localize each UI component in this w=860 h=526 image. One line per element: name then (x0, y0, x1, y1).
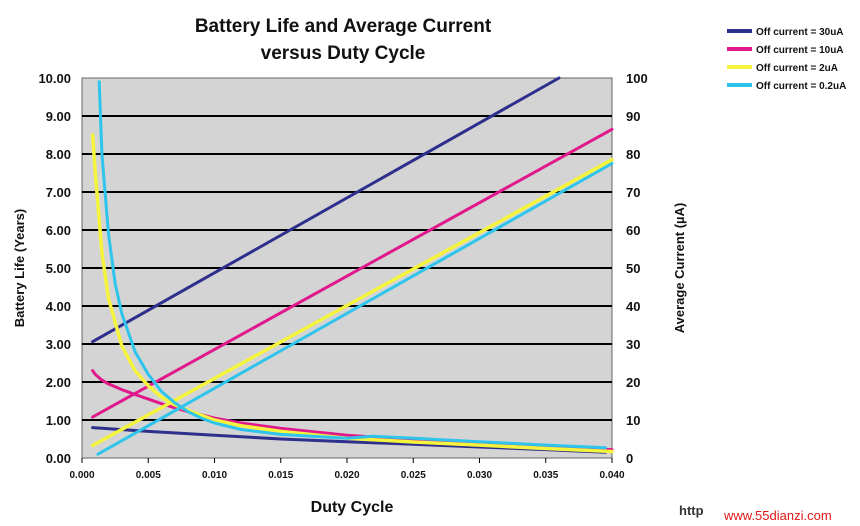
y-right-tick-label: 50 (626, 261, 640, 276)
legend: Off current = 30uA Off current = 10uA Off … (727, 27, 846, 92)
y-right-tick-label: 40 (626, 299, 640, 314)
series-3-current-line (96, 162, 614, 456)
x-tick-label: 0.000 (69, 470, 94, 481)
y-right-tick-label: 30 (626, 337, 640, 352)
chart-title-line-1: Battery Life and Average Current (195, 16, 492, 37)
x-tick-label: 0.030 (467, 470, 492, 481)
series-1-battery-life-line (91, 369, 614, 452)
x-tick-label: 0.020 (334, 470, 359, 481)
y-right-tick-label: 20 (626, 375, 640, 390)
x-tick-label: 0.035 (533, 470, 558, 481)
y-left-tick-label: 0.00 (46, 451, 71, 466)
y-right-tick-label: 70 (626, 185, 640, 200)
y-left-tick-label: 10.00 (38, 71, 71, 86)
x-tick-label: 0.005 (136, 470, 161, 481)
y-left-tick-label: 8.00 (46, 147, 71, 162)
legend-label-3: Off current = 0.2uA (756, 81, 846, 92)
y-right-tick-label: 10 (626, 413, 640, 428)
watermark-left: http (679, 503, 704, 518)
series-lines (90, 76, 614, 456)
y-left-tick-label: 7.00 (46, 185, 71, 200)
y-left-tick-label: 5.00 (46, 261, 71, 276)
y-left-tick-label: 2.00 (46, 375, 71, 390)
x-axis-label: Duty Cycle (311, 499, 394, 516)
y-axis-right-label: Average Current (µA) (672, 203, 687, 334)
legend-label-1: Off current = 10uA (756, 45, 844, 56)
y-right-tick-label: 60 (626, 223, 640, 238)
series-1-current-line (91, 127, 614, 419)
series-0-current-line (91, 76, 561, 344)
series-2-current-line (90, 157, 614, 448)
chart-title-line-2: versus Duty Cycle (261, 43, 426, 64)
y-left-tick-label: 3.00 (46, 337, 71, 352)
y-right-tick-label: 80 (626, 147, 640, 162)
y-right-tick-label: 100 (626, 71, 648, 86)
legend-label-0: Off current = 30uA (756, 27, 844, 38)
tick-labels: 0.00 1.00 2.00 3.00 4.00 5.00 6.00 7.00 8.00 9.00… (38, 71, 647, 481)
y-left-tick-label: 4.00 (46, 299, 71, 314)
series-3-battery-life-line (97, 80, 607, 450)
y-left-tick-label: 9.00 (46, 109, 71, 124)
x-tick-label: 0.040 (599, 470, 624, 481)
x-tick-label: 0.025 (401, 470, 426, 481)
y-left-tick-label: 6.00 (46, 223, 71, 238)
x-tick-label: 0.010 (202, 470, 227, 481)
y-right-tick-label: 0 (626, 451, 633, 466)
y-axis-left-label: Battery Life (Years) (12, 209, 27, 328)
x-tick-label: 0.015 (268, 470, 293, 481)
y-right-tick-label: 90 (626, 109, 640, 124)
grid-lines (82, 115, 612, 421)
legend-label-2: Off current = 2uA (756, 63, 838, 74)
watermark-url: www.55dianzi.com (724, 508, 832, 523)
y-left-tick-label: 1.00 (46, 413, 71, 428)
